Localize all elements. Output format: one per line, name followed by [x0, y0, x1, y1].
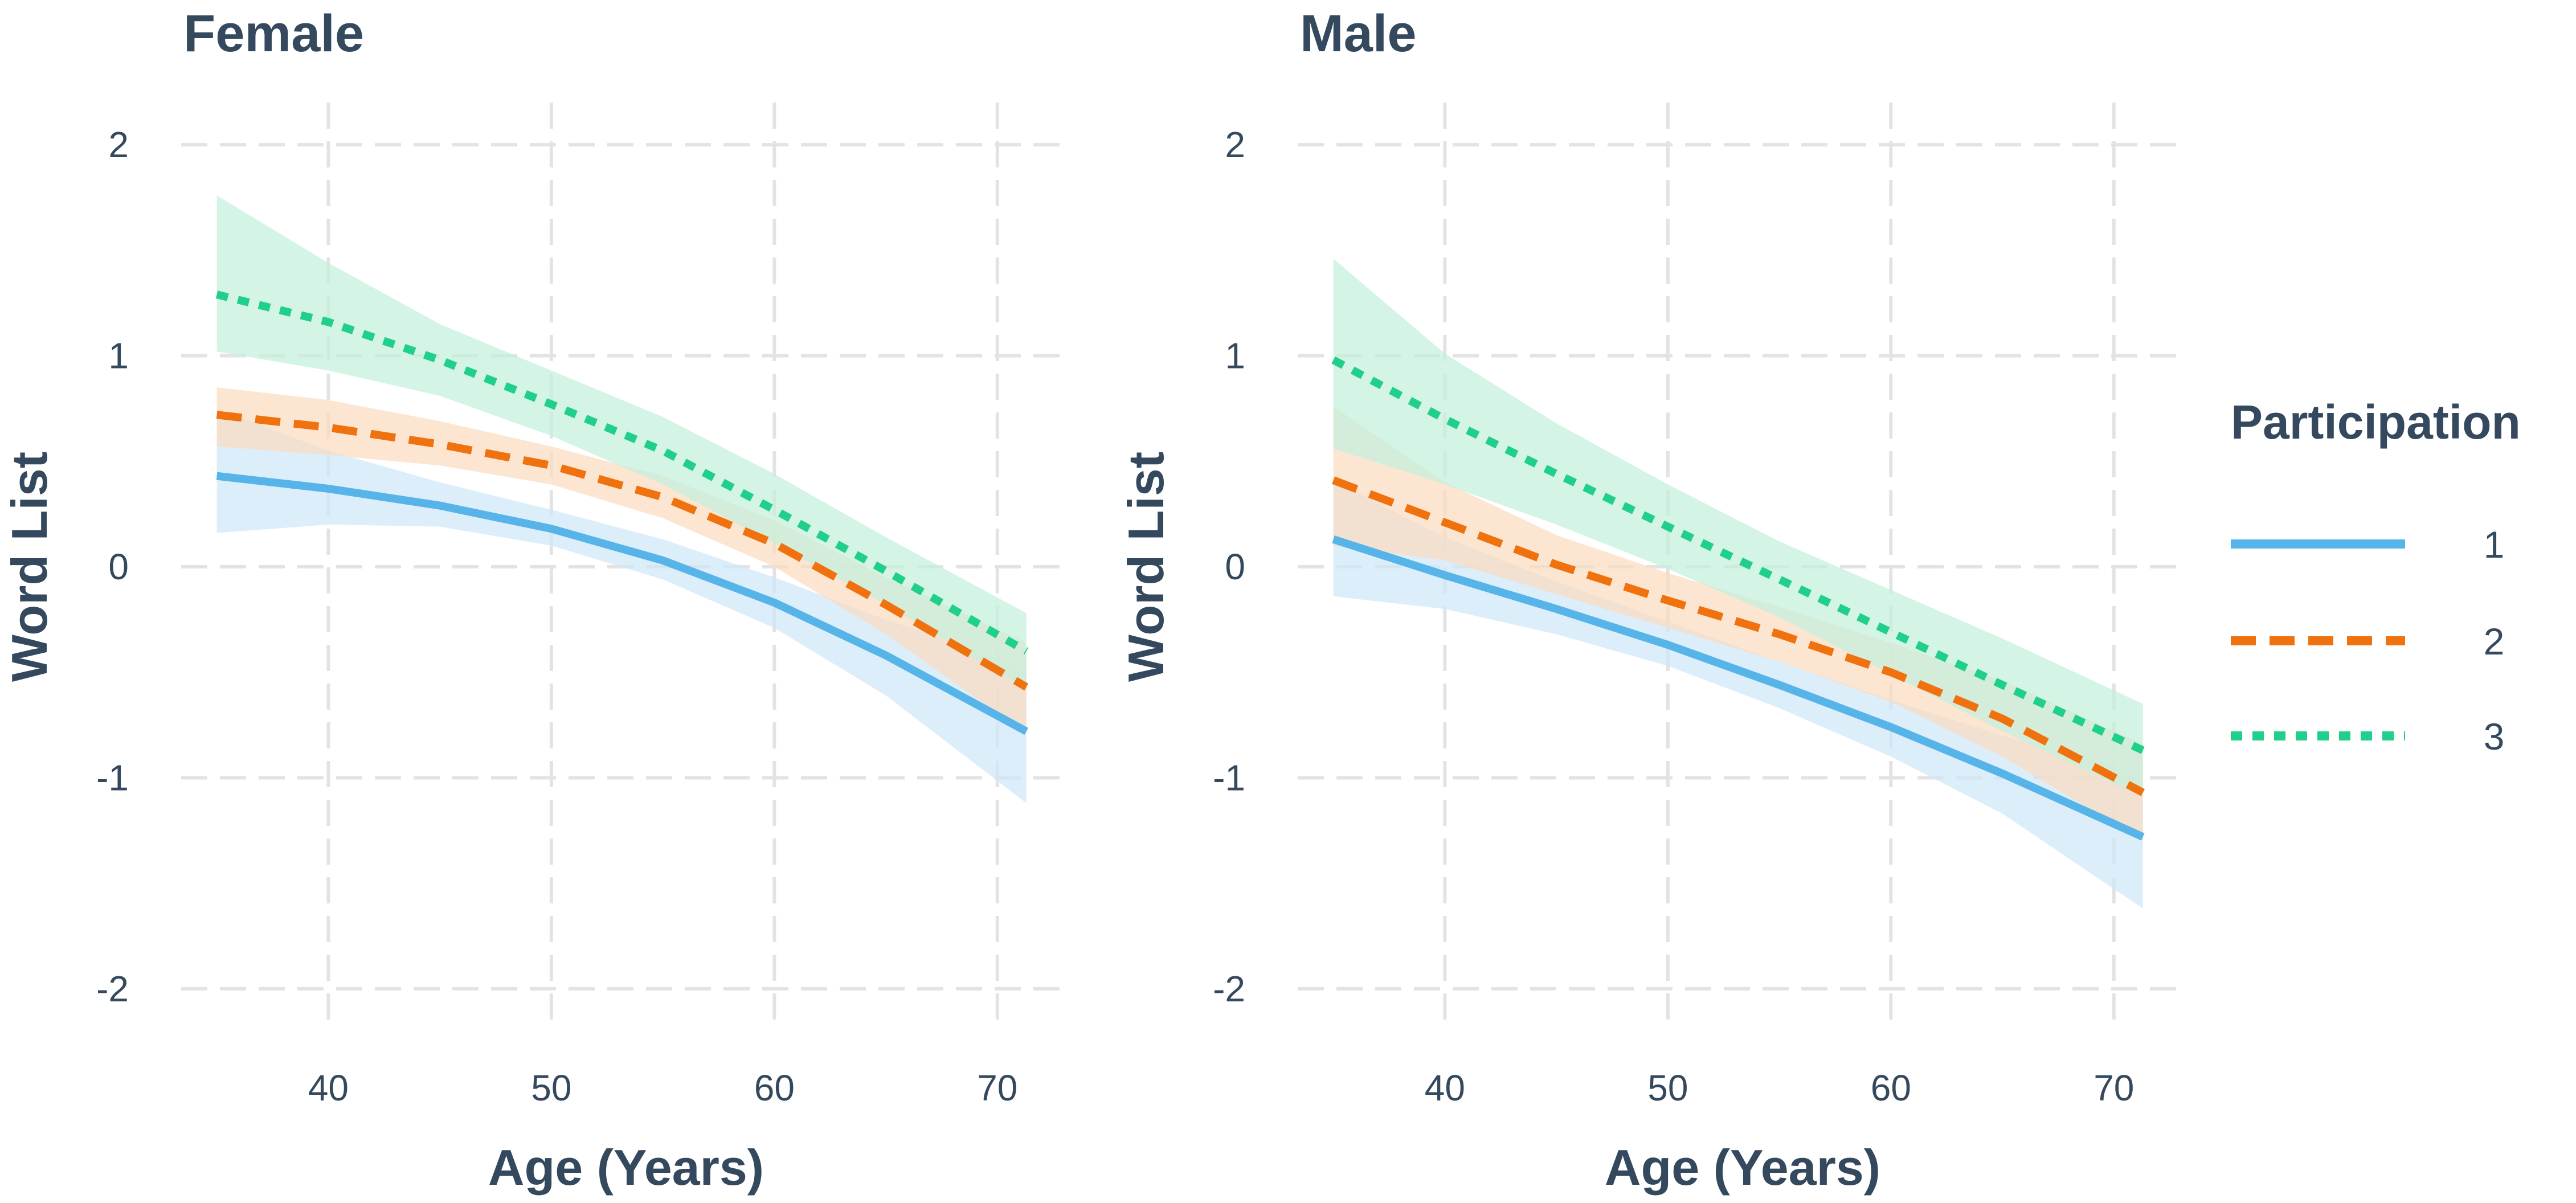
y-tick-label: 2	[108, 124, 129, 165]
y-tick-label: -1	[1213, 757, 1245, 798]
x-tick-label: 50	[531, 1067, 571, 1108]
x-axis-title: Age (Years)	[1605, 1139, 1880, 1196]
legend-title: Participation	[2231, 395, 2521, 449]
x-tick-label: 70	[977, 1067, 1017, 1108]
x-tick-label: 40	[308, 1067, 349, 1108]
x-tick-label: 50	[1647, 1067, 1688, 1108]
y-tick-label: 1	[108, 335, 129, 377]
legend-label-3: 3	[2484, 715, 2505, 758]
legend-label-1: 1	[2484, 523, 2505, 566]
x-axis-title: Age (Years)	[488, 1139, 764, 1196]
y-tick-label: 0	[108, 546, 129, 587]
series-line-2	[216, 411, 1029, 691]
series-line-1	[216, 472, 1029, 735]
series-line-1	[1332, 535, 2145, 841]
x-tick-label: 60	[754, 1067, 795, 1108]
x-tick-label: 60	[1871, 1067, 1911, 1108]
y-tick-label: 2	[1225, 124, 1245, 165]
series-line-3	[215, 290, 1029, 655]
x-tick-label: 70	[2093, 1067, 2134, 1108]
legend-label-2: 2	[2484, 620, 2505, 662]
confidence-band-3	[216, 195, 1027, 689]
y-axis-title: Word List	[1118, 452, 1174, 682]
panel-title: Male	[1300, 5, 1417, 63]
x-tick-label: 40	[1425, 1067, 1465, 1108]
y-tick-label: 0	[1225, 546, 1245, 587]
series-line-3	[1331, 356, 2145, 754]
panel-title: Female	[183, 5, 364, 63]
confidence-band-1	[216, 408, 1027, 803]
panel-female: -2 -1 0 1 2 40 50 60 70 Female Age (Years) Word Lis…	[1, 5, 1071, 1196]
y-tick-label: -1	[96, 757, 129, 798]
series-line-2	[1332, 476, 2145, 796]
legend: Participation 1 2 3	[2231, 395, 2521, 758]
y-tick-label: -2	[1213, 968, 1245, 1009]
panel-male: -2 -1 0 1 2 40 50 60 70 Male Age (Years) Word List	[1118, 5, 2187, 1196]
y-tick-label: -2	[96, 968, 129, 1009]
y-axis-title: Word List	[1, 452, 58, 682]
y-tick-label: 1	[1225, 335, 1245, 377]
confidence-band-3	[1333, 259, 2143, 797]
